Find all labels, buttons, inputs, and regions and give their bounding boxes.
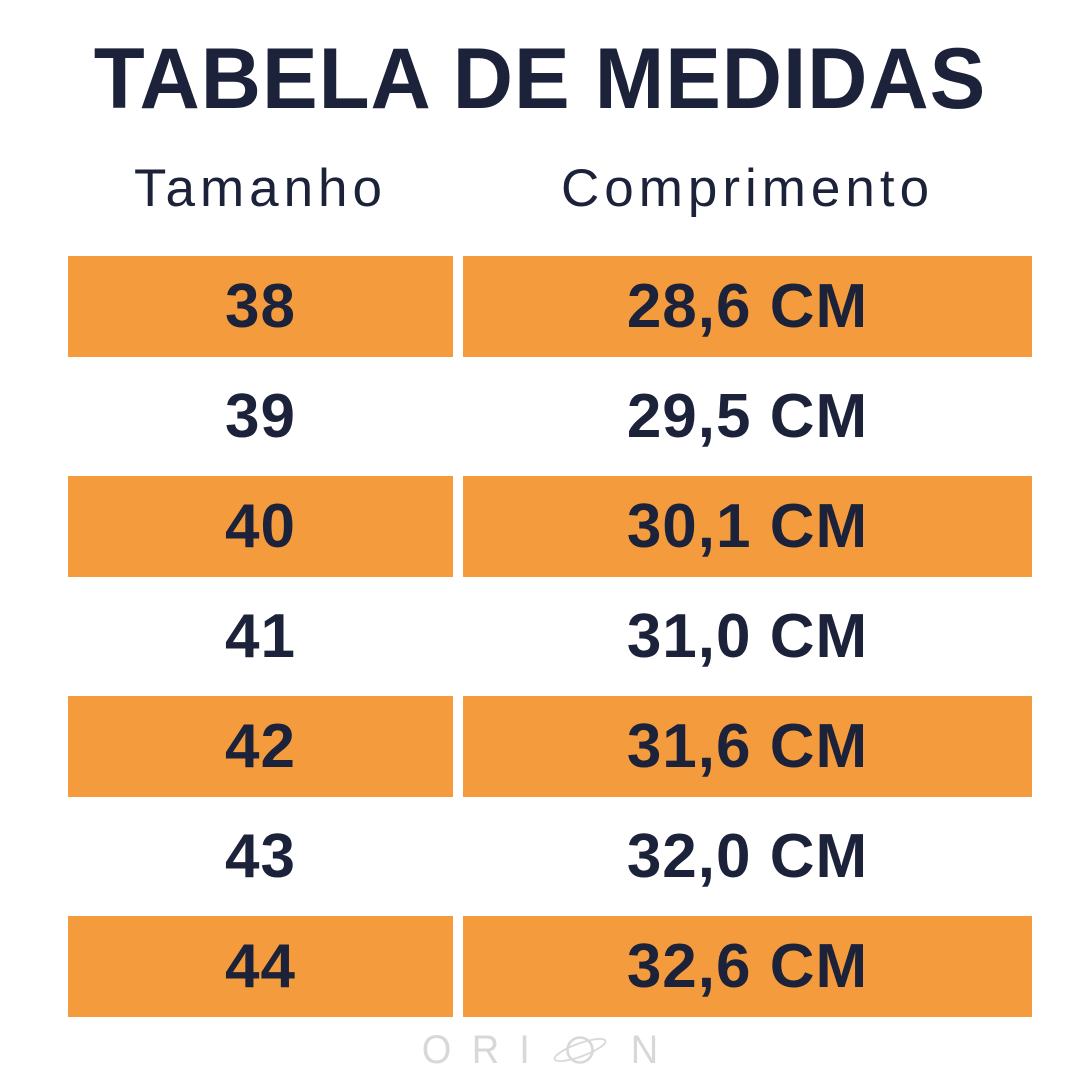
size-cell: 44 xyxy=(68,916,453,1017)
table-row: 38 28,6 CM xyxy=(68,256,1032,357)
brand-logo: O R I N xyxy=(0,1024,1080,1076)
size-table: 38 28,6 CM 39 29,5 CM 40 30,1 CM 41 31,0 CM 42 31… xyxy=(68,256,1032,1017)
length-cell: 32,0 CM xyxy=(626,822,869,891)
size-cell: 40 xyxy=(68,476,453,577)
table-row: 39 29,5 CM xyxy=(68,366,1032,467)
length-cell: 32,6 CM xyxy=(463,916,1032,1017)
logo-letter-i: I xyxy=(519,1028,530,1072)
logo-letter-n: N xyxy=(630,1028,659,1072)
size-cell: 41 xyxy=(225,602,296,671)
page-title: TABELA DE MEDIDAS xyxy=(93,31,987,127)
size-cell: 42 xyxy=(68,696,453,797)
ringed-planet-icon xyxy=(549,1027,611,1073)
length-cell: 29,5 CM xyxy=(626,382,869,451)
column-header-size: Tamanho xyxy=(133,159,388,218)
table-row: 44 32,6 CM xyxy=(68,916,1032,1017)
column-header-length: Comprimento xyxy=(560,159,935,218)
logo-letter-r: R xyxy=(471,1028,500,1072)
table-row: 43 32,0 CM xyxy=(68,806,1032,907)
table-row: 41 31,0 CM xyxy=(68,586,1032,687)
length-cell: 31,0 CM xyxy=(626,602,869,671)
length-cell: 31,6 CM xyxy=(463,696,1032,797)
table-row: 40 30,1 CM xyxy=(68,476,1032,577)
size-cell: 39 xyxy=(225,382,296,451)
table-row: 42 31,6 CM xyxy=(68,696,1032,797)
size-cell: 43 xyxy=(225,822,296,891)
size-cell: 38 xyxy=(68,256,453,357)
length-cell: 30,1 CM xyxy=(463,476,1032,577)
length-cell: 28,6 CM xyxy=(463,256,1032,357)
logo-letter-o: O xyxy=(421,1028,452,1072)
